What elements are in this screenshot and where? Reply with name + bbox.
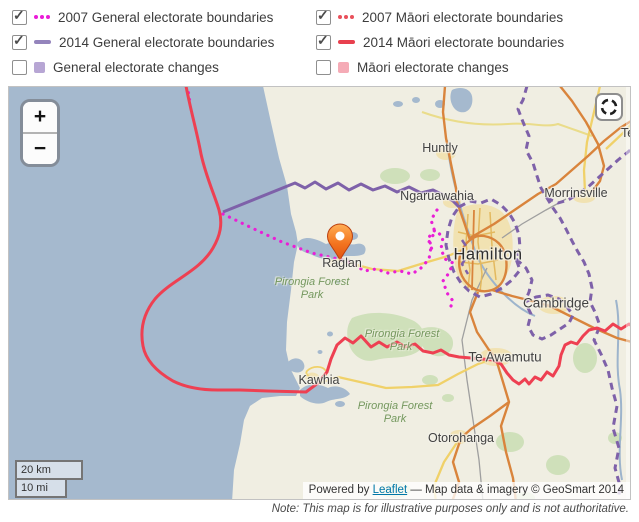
leaflet-link[interactable]: Leaflet bbox=[372, 484, 408, 496]
scale-mi: 10 mi bbox=[15, 478, 67, 498]
legend-label: 2014 General electorate boundaries bbox=[59, 34, 275, 50]
legend-label: 2007 General electorate boundaries bbox=[58, 9, 274, 25]
zoom-out-button[interactable]: − bbox=[23, 134, 57, 164]
attribution-suffix: — Map data & imagery © GeoSmart 2014 bbox=[407, 484, 624, 496]
attribution-prefix: Powered by bbox=[308, 484, 373, 496]
dotted-line-swatch bbox=[338, 15, 354, 19]
map-graphics bbox=[9, 87, 630, 499]
solid-line-swatch bbox=[338, 40, 355, 44]
solid-line-swatch bbox=[34, 40, 51, 44]
legend-item-2014-maori: 2014 Māori electorate boundaries bbox=[316, 32, 565, 50]
attribution: Powered by Leaflet — Map data & imagery … bbox=[302, 482, 630, 499]
legend-item-2014-general: 2014 General electorate boundaries bbox=[12, 32, 275, 50]
checkbox-general-changes[interactable] bbox=[12, 59, 27, 75]
checkbox-2007-maori[interactable] bbox=[316, 7, 331, 25]
map-marker-raglan bbox=[326, 223, 354, 264]
legend-item-general-changes: General electorate changes bbox=[12, 59, 219, 75]
checkbox-2014-general[interactable] bbox=[12, 32, 27, 50]
legend-item-maori-changes: Māori electorate changes bbox=[316, 59, 509, 75]
legend-label: Māori electorate changes bbox=[357, 59, 509, 75]
legend-label: 2014 Māori electorate boundaries bbox=[363, 34, 565, 50]
locate-button[interactable] bbox=[595, 93, 623, 121]
disclaimer-note: Note: This map is for illustrative purpo… bbox=[271, 503, 629, 515]
scale-km: 20 km bbox=[15, 460, 83, 480]
checkbox-2014-maori[interactable] bbox=[316, 32, 331, 50]
scale-control: 20 km 10 mi bbox=[15, 460, 83, 498]
zoom-control: + − bbox=[20, 99, 60, 167]
viewfinder-icon bbox=[600, 98, 618, 116]
legend-item-2007-general: 2007 General electorate boundaries bbox=[12, 7, 274, 25]
legend-label: 2007 Māori electorate boundaries bbox=[362, 9, 564, 25]
legend-item-2007-maori: 2007 Māori electorate boundaries bbox=[316, 7, 564, 25]
checkbox-maori-changes[interactable] bbox=[316, 59, 331, 75]
square-swatch bbox=[338, 61, 349, 73]
dotted-line-swatch bbox=[34, 15, 50, 19]
square-swatch bbox=[34, 61, 45, 73]
zoom-in-button[interactable]: + bbox=[23, 102, 57, 134]
map-canvas[interactable]: HuntlyNgaruawahiaMorrinsvilleTeHamiltonC… bbox=[8, 86, 631, 500]
legend-label: General electorate changes bbox=[53, 59, 219, 75]
checkbox-2007-general[interactable] bbox=[12, 7, 27, 25]
